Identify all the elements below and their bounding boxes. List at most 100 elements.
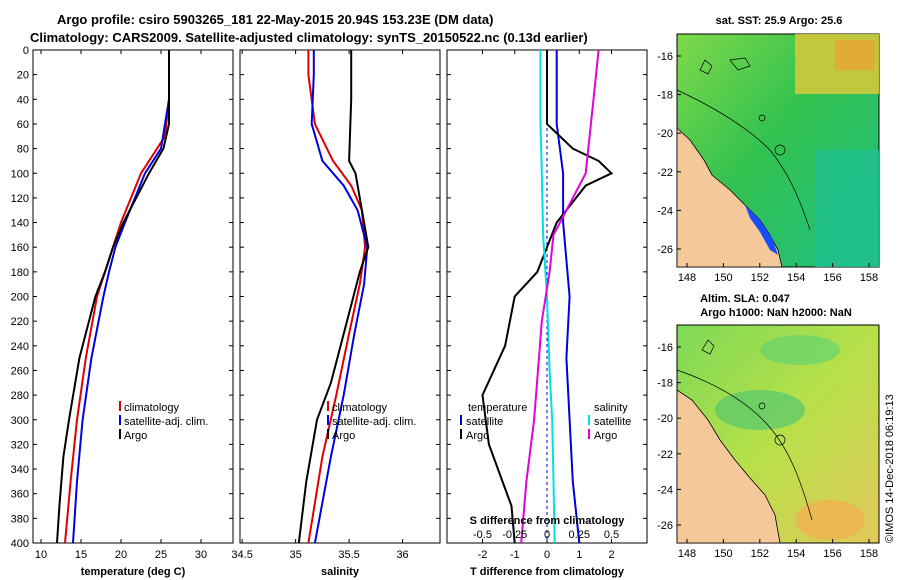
t-difference-xlabel: T difference from climatology — [470, 566, 625, 578]
map-lon-label: 148 — [678, 272, 696, 284]
series-line-satellite_adj — [310, 50, 369, 544]
legend-climatology: climatology — [124, 402, 180, 414]
x-tick-label: 20 — [115, 549, 127, 561]
map-lat-label: -18 — [657, 90, 673, 102]
map-lon-label: 150 — [714, 272, 732, 284]
depth-tick-label: 40 — [17, 94, 29, 106]
sst-map-title: sat. SST: 25.9 Argo: 25.6 — [716, 15, 843, 27]
depth-tick-label: 60 — [17, 119, 29, 131]
profile-lines — [56, 49, 614, 544]
depth-tick-label: 360 — [11, 489, 29, 501]
temperature-panel — [32, 49, 234, 544]
x-axis-ticks: 10 15 20 25 30 34.5 35 35.5 36 -2 -1 0 1 2 -0.5 -0.25 0 0… — [35, 50, 619, 561]
depth-tick-label: 20 — [17, 70, 29, 82]
map-lat-label: -22 — [657, 449, 673, 461]
x-tick-label: 36 — [396, 549, 408, 561]
depth-tick-label: 340 — [11, 464, 29, 476]
map-lat-label: -24 — [657, 205, 673, 217]
sla-map-axes: -16 -18 -20 -22 -24 -26 148 150 152 154 156 158 — [657, 342, 878, 560]
diff-line-satellite_adj — [555, 50, 581, 544]
series-line-satellite_adj — [72, 50, 170, 544]
series-line-argo — [297, 50, 370, 544]
legend-t-satellite: satellite — [466, 416, 503, 428]
t-diff-tick-label: 2 — [608, 549, 614, 561]
map-lat-label: -26 — [657, 520, 673, 532]
legend-argo: Argo — [332, 430, 355, 442]
map-lon-label: 154 — [787, 272, 805, 284]
depth-tick-label: 380 — [11, 513, 29, 525]
map-lat-label: -20 — [657, 413, 673, 425]
diff-line-sal_argo — [520, 49, 600, 544]
s-diff-tick-label: 0.5 — [604, 529, 619, 541]
depth-tick-label: 0 — [23, 45, 29, 57]
temperature-legend: climatology satellite-adj. clim. Argo — [119, 401, 208, 442]
depth-tick-label: 300 — [11, 415, 29, 427]
depth-tick-label: 260 — [11, 365, 29, 377]
depth-tick-label: 120 — [11, 193, 29, 205]
map-lat-label: -18 — [657, 378, 673, 390]
legend-climatology: climatology — [332, 402, 388, 414]
x-tick-label: 30 — [195, 549, 207, 561]
depth-tick-label: 320 — [11, 439, 29, 451]
depth-tick-label: 160 — [11, 242, 29, 254]
salinity-panel — [239, 49, 441, 544]
title-line-2: Climatology: CARS2009. Satellite-adjuste… — [30, 30, 588, 45]
depth-tick-label: 100 — [11, 168, 29, 180]
map-lon-label: 150 — [714, 548, 732, 560]
depth-tick-label: 280 — [11, 390, 29, 402]
s-diff-tick-label: -0.25 — [502, 529, 527, 541]
map-lat-label: -20 — [657, 128, 673, 140]
depth-tick-label: 220 — [11, 316, 29, 328]
legend-satellite-adj: satellite-adj. clim. — [332, 416, 416, 428]
map-lat-label: -16 — [657, 342, 673, 354]
x-tick-label: 10 — [35, 549, 47, 561]
map-lon-label: 152 — [751, 272, 769, 284]
map-lat-label: -26 — [657, 244, 673, 256]
sla-map-title-2: Argo h1000: NaN h2000: NaN — [700, 307, 852, 319]
x-tick-label: 35 — [289, 549, 301, 561]
difference-legend: temperature satellite Argo salinity sate… — [460, 402, 631, 442]
map-lon-label: 156 — [823, 548, 841, 560]
depth-tick-label: 80 — [17, 144, 29, 156]
map-lon-label: 148 — [678, 548, 696, 560]
map-lon-label: 156 — [823, 272, 841, 284]
diff-line-sal_satellite — [539, 50, 556, 544]
s-diff-tick-label: -0.5 — [473, 529, 492, 541]
salinity-legend: climatology satellite-adj. clim. Argo — [327, 401, 416, 442]
t-diff-tick-label: -1 — [510, 549, 520, 561]
map-lat-label: -22 — [657, 167, 673, 179]
sla-map — [676, 324, 880, 544]
map-lat-label: -16 — [657, 51, 673, 63]
x-tick-label: 35.5 — [338, 549, 359, 561]
t-diff-tick-label: -2 — [478, 549, 488, 561]
series-line-argo — [56, 50, 170, 544]
map-lon-label: 154 — [787, 548, 805, 560]
x-tick-label: 25 — [155, 549, 167, 561]
credit-text: ©IMOS 14-Dec-2018 06:19:13 — [884, 394, 896, 543]
map-lon-label: 158 — [860, 548, 878, 560]
legend-s-argo: Argo — [594, 430, 617, 442]
t-diff-tick-label: 1 — [576, 549, 582, 561]
x-tick-label: 15 — [75, 549, 87, 561]
depth-tick-label: 200 — [11, 292, 29, 304]
depth-tick-label: 240 — [11, 341, 29, 353]
s-diff-tick-label: 0 — [544, 529, 550, 541]
depth-tick-label: 400 — [11, 538, 29, 550]
depth-tick-label: 140 — [11, 218, 29, 230]
x-tick-label: 34.5 — [231, 549, 252, 561]
diff-line-argo — [481, 50, 614, 544]
map-lat-label: -24 — [657, 484, 673, 496]
legend-temperature-title: temperature — [468, 402, 527, 414]
t-diff-tick-label: 0 — [544, 549, 550, 561]
legend-s-satellite: satellite — [594, 416, 631, 428]
series-line-climatology — [307, 50, 367, 544]
legend-t-argo: Argo — [466, 430, 489, 442]
depth-tick-label: 180 — [11, 267, 29, 279]
map-lon-label: 158 — [860, 272, 878, 284]
salinity-xlabel: salinity — [321, 566, 360, 578]
sst-map-axes: -16 -18 -20 -22 -24 -26 148 150 152 154 156 158 — [657, 51, 878, 284]
s-diff-tick-label: 0.25 — [569, 529, 590, 541]
legend-argo: Argo — [124, 430, 147, 442]
legend-satellite-adj: satellite-adj. clim. — [124, 416, 208, 428]
